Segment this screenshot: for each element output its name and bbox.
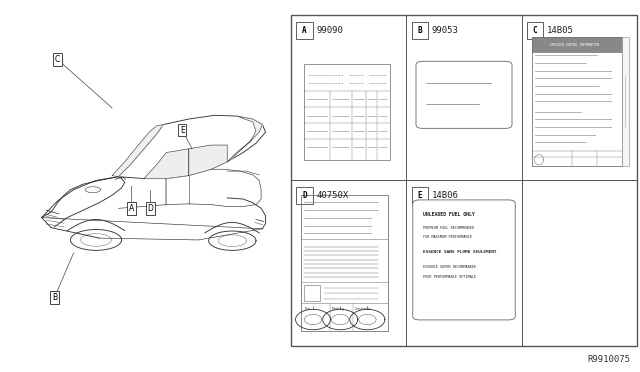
Polygon shape xyxy=(112,125,163,177)
Bar xyxy=(621,37,629,166)
FancyBboxPatch shape xyxy=(296,187,313,204)
Text: ESSENCE SANS PLOMB SEULEMENT: ESSENCE SANS PLOMB SEULEMENT xyxy=(423,250,496,254)
Bar xyxy=(532,37,621,166)
Text: Part: Part xyxy=(304,307,310,311)
Polygon shape xyxy=(227,116,262,162)
FancyBboxPatch shape xyxy=(412,187,428,204)
Text: B: B xyxy=(52,293,57,302)
Text: E: E xyxy=(417,191,422,200)
FancyBboxPatch shape xyxy=(527,22,543,39)
Text: 14B06: 14B06 xyxy=(432,191,459,200)
FancyBboxPatch shape xyxy=(413,200,515,320)
Text: C: C xyxy=(532,26,538,35)
Bar xyxy=(304,64,390,160)
Text: FOR MAXIMUM PERFORMANCE: FOR MAXIMUM PERFORMANCE xyxy=(423,235,472,240)
FancyBboxPatch shape xyxy=(412,22,428,39)
Text: Marking: Marking xyxy=(332,307,344,311)
Text: B: B xyxy=(417,26,422,35)
Text: ESSENCE SUPER RECOMMANDEE: ESSENCE SUPER RECOMMANDEE xyxy=(423,264,476,269)
FancyBboxPatch shape xyxy=(416,61,512,128)
Text: Correlation: Correlation xyxy=(355,307,372,311)
Text: C: C xyxy=(55,55,60,64)
Text: POUR PERFORMANCE OPTIMALE: POUR PERFORMANCE OPTIMALE xyxy=(423,275,476,279)
Text: EMISSION CONTROL INFORMATION: EMISSION CONTROL INFORMATION xyxy=(550,42,600,46)
Polygon shape xyxy=(144,149,189,179)
Text: E: E xyxy=(180,126,185,135)
Text: A: A xyxy=(302,26,307,35)
FancyBboxPatch shape xyxy=(296,22,313,39)
Text: UNLEADED FUEL ONLY: UNLEADED FUEL ONLY xyxy=(423,212,474,217)
Text: 40750X: 40750X xyxy=(317,191,349,200)
Bar xyxy=(532,37,621,52)
Text: D: D xyxy=(302,191,307,200)
Bar xyxy=(301,195,388,331)
Text: R9910075: R9910075 xyxy=(588,355,630,364)
Text: A: A xyxy=(129,204,134,213)
Bar xyxy=(291,15,637,346)
Polygon shape xyxy=(118,115,266,179)
Text: 99053: 99053 xyxy=(432,26,459,35)
Text: D: D xyxy=(147,204,154,213)
Polygon shape xyxy=(189,145,227,176)
Text: PREMIUM FUEL RECOMMENDED: PREMIUM FUEL RECOMMENDED xyxy=(423,227,474,230)
Text: 99090: 99090 xyxy=(317,26,344,35)
Bar xyxy=(304,285,320,301)
Text: 14B05: 14B05 xyxy=(547,26,574,35)
